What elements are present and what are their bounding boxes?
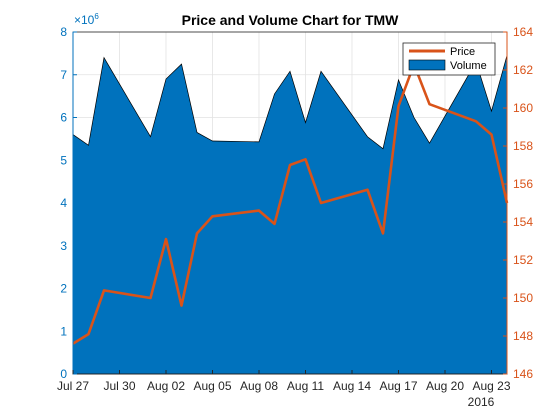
x-tick-label-1: Jul 30 [103,379,135,393]
price-line-layer [72,63,509,345]
left-tick-label-4: 4 [60,196,67,210]
legend-volume-label: Volume [450,60,487,72]
x-tick-label-5: Aug 11 [287,379,324,393]
x-tick-label-7: Aug 17 [379,379,417,393]
right-tick-label-9: 164 [513,25,533,39]
left-tick-label-6: 6 [60,111,67,125]
legend-volume-swatch [408,59,446,71]
x-tick-label-0: Jul 27 [57,379,89,393]
left-tick-label-7: 7 [60,68,67,82]
legend: Price Volume [402,42,496,76]
left-exponent-label: ×106 [74,12,99,27]
right-tick-label-1: 148 [513,329,533,343]
x-year-label: 2016 [468,395,495,409]
chart-title: Price and Volume Chart for TMW [182,12,400,28]
right-tick-label-6: 158 [513,139,533,153]
x-tick-label-8: Aug 20 [426,379,464,393]
left-tick-label-2: 2 [60,282,67,296]
left-tick-label-0: 0 [60,367,67,381]
left-tick-label-5: 5 [60,153,67,167]
right-tick-label-8: 162 [513,63,533,77]
legend-price-label: Price [450,46,475,58]
x-tick-label-3: Aug 05 [193,379,231,393]
right-tick-label-3: 152 [513,253,533,267]
right-tick-label-5: 156 [513,177,533,191]
price-line [72,63,509,345]
x-tick-label-2: Aug 02 [147,379,185,393]
x-tick-label-4: Aug 08 [240,379,278,393]
x-tick-label-6: Aug 14 [333,379,371,393]
left-tick-label-3: 3 [60,239,67,253]
axes: 0 1 2 3 4 5 6 7 8 146 148 150 152 154 156 158 160 162 164 J… [57,25,533,393]
right-tick-label-2: 150 [513,291,533,305]
x-tick-label-9: Aug 23 [472,379,510,393]
right-tick-label-7: 160 [513,101,533,115]
right-tick-label-4: 154 [513,215,533,229]
left-tick-label-1: 1 [60,324,67,338]
left-tick-label-8: 8 [60,25,67,39]
legend-box [402,42,496,76]
right-tick-label-0: 146 [513,367,533,381]
